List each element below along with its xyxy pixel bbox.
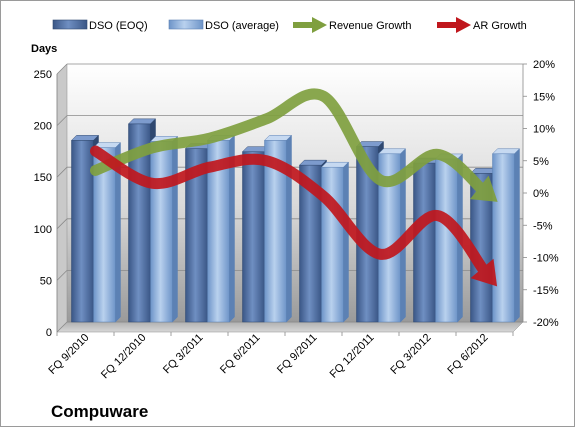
bar-dso-average [320, 161, 350, 323]
bar-dso-average [263, 134, 293, 323]
bar-dso-average [206, 134, 236, 323]
x-tick-label: FQ 12/2010 [99, 332, 149, 382]
y-tick-label: 100 [34, 224, 52, 236]
bar-dso-average [92, 141, 122, 323]
gridline-side [56, 166, 68, 178]
gridline-side [56, 63, 68, 75]
x-axis: FQ 9/2010 FQ 12/2010 FQ 3/2011 FQ 6/2011 FQ … [46, 332, 514, 382]
line-ar-growth [90, 145, 498, 287]
legend: DSO (EOQ) DSO (average) Revenue Growth A… [52, 17, 527, 33]
y2-tick-label: -15% [533, 285, 559, 297]
x-tick-label: FQ 9/2011 [275, 332, 320, 377]
floor [56, 321, 524, 333]
bar-front [413, 162, 436, 323]
bar-front [242, 151, 265, 323]
growth-lines [90, 88, 498, 287]
bar-front [150, 141, 173, 323]
chart-title: Compuware [51, 402, 148, 421]
legend-label-dso-eoq: DSO (EOQ) [89, 20, 148, 32]
bar-side [229, 134, 235, 323]
gridline-side [56, 218, 68, 230]
y2-tick-label: 0% [533, 188, 549, 200]
legend-label-dso-average: DSO (average) [205, 20, 279, 32]
legend-item-dso-eoq: DSO (EOQ) [52, 19, 148, 32]
x-tick-label: FQ 6/2012 [445, 332, 490, 377]
x-tick-label: FQ 3/2011 [161, 332, 206, 377]
x-tick-label: FQ 12/2011 [328, 332, 377, 381]
line-path-ar-growth [90, 145, 491, 278]
line-path-revenue-growth [90, 88, 489, 197]
y-axis-right: -20% -15% -10% -5% 0% 5% 10% 15% 20% [522, 59, 559, 329]
y-tick-label: 200 [34, 121, 52, 133]
legend-swatch-dso-average [168, 19, 204, 30]
y-tick-label: 250 [34, 69, 52, 81]
legend-arrowhead-ar-growth [456, 17, 471, 33]
arrowhead-ar-growth [470, 258, 498, 287]
bar-front [435, 158, 458, 323]
bar-side [172, 135, 178, 323]
legend-swatch-dso-eoq [52, 19, 88, 30]
y2-tick-label: 5% [533, 156, 549, 168]
legend-label-revenue-growth: Revenue Growth [329, 20, 412, 32]
bar-front [492, 153, 515, 323]
bar-side [343, 161, 349, 323]
y2-tick-label: -10% [533, 253, 559, 265]
gridline-side [56, 321, 68, 333]
side-wall [56, 63, 68, 333]
bar-front [71, 140, 94, 323]
y-tick-label: 0 [46, 327, 52, 339]
legend-item-dso-average: DSO (average) [168, 19, 279, 32]
x-tick-label: FQ 9/2010 [46, 332, 91, 377]
x-tick-label: FQ 3/2012 [388, 332, 433, 377]
y2-tick-label: 10% [533, 124, 555, 136]
legend-item-revenue-growth: Revenue Growth [293, 17, 412, 33]
legend-arrowhead-revenue-growth [312, 17, 327, 33]
bar-dso-average [491, 148, 521, 323]
y-tick-label: 50 [40, 275, 52, 287]
y2-tick-label: 15% [533, 91, 555, 103]
bar-side [514, 148, 520, 323]
y2-tick-label: -20% [533, 317, 559, 329]
bar-side [286, 134, 292, 323]
y-axis-left: 0 50 100 150 200 250 [34, 69, 58, 339]
line-revenue-growth [90, 88, 498, 202]
y2-tick-label: 20% [533, 59, 555, 71]
x-tick-label: FQ 6/2011 [218, 332, 263, 377]
bar-dso-average [149, 135, 179, 323]
legend-label-ar-growth: AR Growth [473, 20, 527, 32]
legend-item-ar-growth: AR Growth [437, 17, 527, 33]
arrowhead-revenue-growth [469, 175, 498, 202]
y-tick-label: 150 [34, 172, 52, 184]
gridline-side [56, 270, 68, 281]
bar-side [115, 141, 121, 323]
bar-dso-average [434, 153, 464, 323]
gridline-side [56, 115, 68, 126]
y2-tick-label: -5% [533, 220, 553, 232]
y-axis-title: Days [31, 43, 57, 55]
